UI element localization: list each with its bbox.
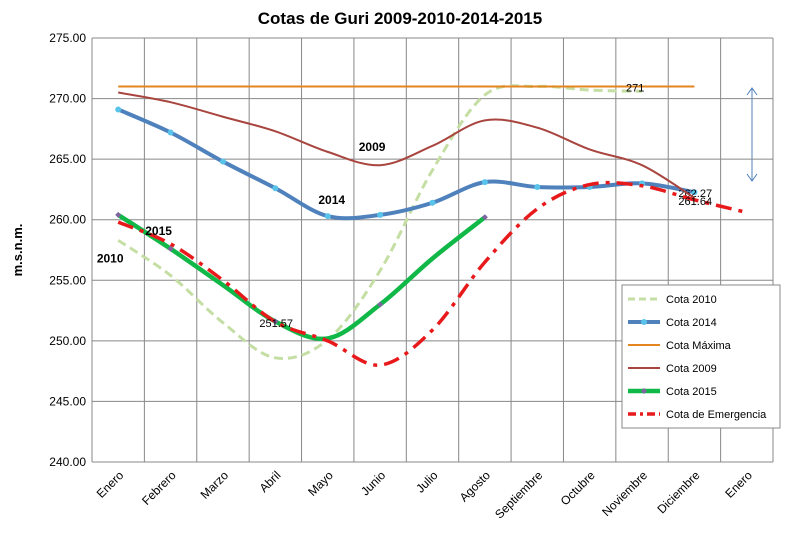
data-label: 271 bbox=[626, 82, 644, 94]
point-marker bbox=[115, 211, 122, 218]
y-tick-label: 245.00 bbox=[49, 394, 86, 408]
data-label: 261.64 bbox=[678, 196, 712, 208]
series-line bbox=[117, 180, 748, 367]
point-marker bbox=[219, 158, 226, 165]
legend-label: Cota 2010 bbox=[666, 294, 717, 306]
range-arrow bbox=[746, 87, 758, 182]
annotation: 2009 bbox=[359, 140, 386, 154]
series-line bbox=[116, 212, 487, 342]
series-line bbox=[117, 107, 695, 221]
point-marker bbox=[167, 245, 174, 252]
point-marker bbox=[481, 214, 488, 221]
legend-label: Cota 2014 bbox=[666, 317, 717, 329]
legend-marker bbox=[641, 388, 647, 394]
point-marker bbox=[377, 301, 384, 308]
y-axis-label: m.s.n.m. bbox=[10, 224, 25, 277]
y-tick-label: 250.00 bbox=[49, 334, 86, 348]
data-label: 251.57 bbox=[259, 318, 293, 330]
annotation: 2014 bbox=[318, 193, 345, 207]
legend-label: Cota 2009 bbox=[666, 363, 717, 375]
point-marker bbox=[324, 213, 331, 220]
y-tick-label: 260.00 bbox=[49, 213, 86, 227]
point-marker bbox=[691, 189, 698, 196]
y-tick-label: 255.00 bbox=[49, 273, 86, 287]
y-tick-label: 275.00 bbox=[49, 31, 86, 45]
point-marker bbox=[481, 179, 488, 186]
point-marker bbox=[377, 211, 384, 218]
y-tick-label: 240.00 bbox=[49, 455, 86, 469]
point-marker bbox=[272, 185, 279, 192]
chart-title: Cotas de Guri 2009-2010-2014-2015 bbox=[258, 9, 542, 28]
legend-label: Cota Máxima bbox=[666, 340, 732, 352]
point-marker bbox=[167, 129, 174, 136]
legend-label: Cota de Emergencia bbox=[666, 409, 767, 421]
annotation: 2015 bbox=[145, 224, 172, 238]
legend-marker bbox=[641, 319, 647, 325]
point-marker bbox=[534, 184, 541, 191]
series-line bbox=[118, 91, 695, 199]
legend-label: Cota 2015 bbox=[666, 386, 717, 398]
point-marker bbox=[115, 106, 122, 113]
legend-box bbox=[621, 284, 781, 429]
y-tick-label: 265.00 bbox=[49, 152, 86, 166]
point-marker bbox=[429, 199, 436, 206]
annotation: 2010 bbox=[97, 251, 124, 265]
y-tick-label: 270.00 bbox=[49, 92, 86, 106]
